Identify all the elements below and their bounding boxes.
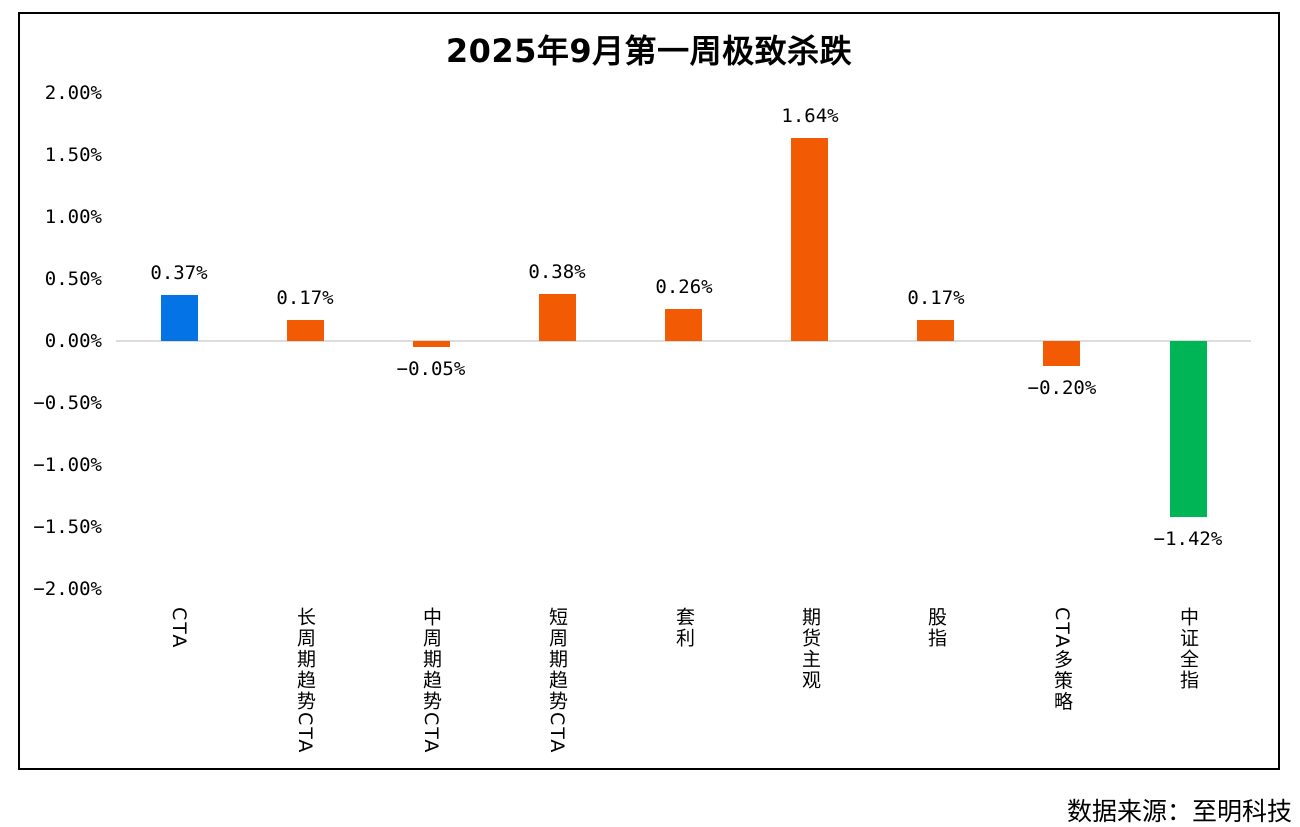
zero-gridline bbox=[116, 340, 1251, 342]
value-label: 0.17% bbox=[276, 287, 334, 309]
bar-中周期趋势CTA bbox=[413, 341, 450, 347]
y-axis-tick-label: −1.00% bbox=[33, 454, 102, 476]
x-axis-category-label: 长周期趋势CTA bbox=[294, 607, 316, 755]
y-axis-tick-label: −0.50% bbox=[33, 392, 102, 414]
x-axis-category-label: 套利 bbox=[673, 607, 695, 649]
bar-CTA bbox=[161, 295, 198, 341]
x-axis-category-label: CTA多策略 bbox=[1051, 607, 1073, 713]
y-axis-tick-label: 1.00% bbox=[44, 206, 102, 228]
value-label: −0.05% bbox=[396, 358, 466, 380]
value-label: 0.38% bbox=[528, 261, 586, 283]
y-axis-tick-label: −2.00% bbox=[33, 578, 102, 600]
value-label: 1.64% bbox=[781, 105, 839, 127]
x-axis-category-label: 期货主观 bbox=[799, 607, 821, 691]
bar-短周期趋势CTA bbox=[539, 294, 576, 341]
bar-期货主观 bbox=[791, 138, 828, 341]
value-label: 0.37% bbox=[150, 262, 208, 284]
value-label: −0.20% bbox=[1027, 377, 1097, 399]
chart-frame: 2025年9月第一周极致杀跌 2.00% 1.50% 1.00% 0.50% 0.00%… bbox=[18, 12, 1280, 770]
y-axis-tick-label: 0.50% bbox=[44, 268, 102, 290]
x-axis-category-label: CTA bbox=[168, 607, 190, 650]
value-label: −1.42% bbox=[1153, 528, 1223, 550]
bar-中证全指 bbox=[1170, 341, 1207, 517]
y-axis-tick-label: 0.00% bbox=[44, 330, 102, 352]
value-label: 0.26% bbox=[655, 276, 713, 298]
y-axis-tick-label: 1.50% bbox=[44, 144, 102, 166]
bar-CTA多策略 bbox=[1043, 341, 1080, 366]
value-label: 0.17% bbox=[907, 287, 965, 309]
x-axis-category-label: 中周期趋势CTA bbox=[420, 607, 442, 755]
y-axis-tick-label: 2.00% bbox=[44, 82, 102, 104]
bar-股指 bbox=[917, 320, 954, 341]
x-axis-category-label: 中证全指 bbox=[1177, 607, 1199, 691]
x-axis-category-label: 股指 bbox=[925, 607, 947, 649]
bar-长周期趋势CTA bbox=[287, 320, 324, 341]
x-axis-category-label: 短周期趋势CTA bbox=[546, 607, 568, 755]
bar-套利 bbox=[665, 309, 702, 341]
data-source-note: 数据来源：至明科技 bbox=[1066, 797, 1292, 826]
y-axis-tick-label: −1.50% bbox=[33, 516, 102, 538]
chart-title: 2025年9月第一周极致杀跌 bbox=[445, 32, 853, 70]
plot-area: 2.00% 1.50% 1.00% 0.50% 0.00% −0.50% −1.00% −1.… bbox=[20, 14, 1278, 768]
